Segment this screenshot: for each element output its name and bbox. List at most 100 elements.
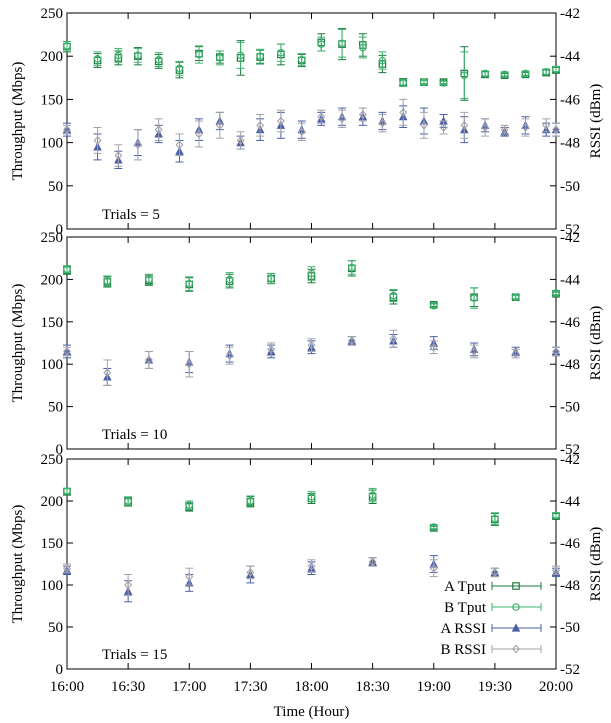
data-point xyxy=(439,79,448,87)
x-axis-label: Time (Hour) xyxy=(274,704,350,720)
chart-panel-3: 0 50 100 150 200 250 -52 -50 -48 -46 -44 -42 Through… xyxy=(10,452,604,720)
data-point xyxy=(439,123,448,132)
data-point xyxy=(491,514,499,523)
data-point xyxy=(338,39,346,48)
y-tick-label: 150 xyxy=(41,92,64,108)
data-point xyxy=(521,69,530,78)
data-point xyxy=(460,71,469,80)
y-tick-label: 250 xyxy=(41,452,64,468)
plot-frame xyxy=(66,12,557,230)
data-point xyxy=(63,42,71,50)
data-point xyxy=(185,501,194,510)
panel-annotation: Trials = 5 xyxy=(102,207,160,223)
data-point xyxy=(470,294,478,302)
data-point xyxy=(236,136,245,145)
y-axis-label: Throughput (Mbps) xyxy=(10,62,26,181)
y-tick-label: 0 xyxy=(56,222,64,238)
series-b-rssi xyxy=(63,557,560,596)
data-point xyxy=(134,51,142,60)
data-point xyxy=(185,572,194,582)
x-tick-label: 18:30 xyxy=(356,679,390,695)
data-point xyxy=(420,78,428,86)
data-point xyxy=(511,293,520,302)
y2-tick-label: -46 xyxy=(560,315,580,331)
data-point xyxy=(103,277,112,285)
data-point xyxy=(154,55,163,64)
legend-label: B RSSI xyxy=(441,642,486,658)
data-point xyxy=(317,112,326,122)
y2-tick-label: -50 xyxy=(560,620,580,636)
y2-tick-label: -48 xyxy=(560,136,580,152)
data-point xyxy=(307,340,316,350)
data-point xyxy=(246,497,255,505)
data-point xyxy=(185,359,194,369)
data-point xyxy=(552,565,560,575)
data-point xyxy=(246,567,255,577)
x-tick-label: 19:00 xyxy=(417,679,451,695)
y2-tick-label: -52 xyxy=(560,222,580,238)
data-point xyxy=(429,301,438,310)
x-tick-label: 18:00 xyxy=(294,679,328,695)
data-point xyxy=(429,563,438,573)
data-point xyxy=(225,275,234,284)
data-point xyxy=(542,67,551,76)
series-a-tput xyxy=(63,28,560,101)
data-point xyxy=(460,120,469,130)
x-tick-label: 20:00 xyxy=(539,679,573,695)
y-axis-label: Throughput (Mbps) xyxy=(10,505,26,624)
y-tick-label: 200 xyxy=(41,272,64,288)
y-tick-label: 50 xyxy=(48,179,63,195)
y-tick-label: 250 xyxy=(41,6,64,22)
data-point xyxy=(114,51,123,60)
x-tick-label: 17:00 xyxy=(172,679,206,695)
data-point xyxy=(429,523,438,531)
data-point xyxy=(552,347,560,356)
y-tick-label: 100 xyxy=(41,578,64,594)
data-point xyxy=(195,129,203,139)
data-point xyxy=(307,269,316,278)
series-b-tput xyxy=(63,28,560,100)
data-point xyxy=(256,52,264,61)
y2-tick-label: -48 xyxy=(560,357,580,373)
data-point xyxy=(368,557,377,567)
y2-tick-label: -50 xyxy=(560,179,580,195)
series-b-rssi xyxy=(63,329,560,386)
data-point xyxy=(552,289,560,297)
data-point xyxy=(145,275,153,284)
y-tick-label: 50 xyxy=(48,400,63,416)
data-point xyxy=(256,120,265,130)
data-point xyxy=(277,48,285,57)
data-point xyxy=(93,136,102,145)
data-point xyxy=(133,140,142,150)
data-point xyxy=(63,125,71,135)
data-point xyxy=(389,334,398,344)
data-point xyxy=(500,125,509,135)
y2-tick-label: -42 xyxy=(560,230,580,246)
legend-label: A RSSI xyxy=(441,621,486,637)
data-point xyxy=(552,125,560,135)
x-tick-label: 16:00 xyxy=(50,679,84,695)
y2-tick-label: -52 xyxy=(560,442,580,458)
data-point xyxy=(236,51,245,60)
y-tick-label: 50 xyxy=(48,620,63,636)
y-tick-label: 150 xyxy=(41,315,64,331)
y-axis-label: Throughput (Mbps) xyxy=(10,284,26,403)
y2-tick-label: -44 xyxy=(560,49,580,65)
data-point xyxy=(175,64,184,73)
y2-axis-label: RSSI (dBm) xyxy=(588,306,604,381)
y2-tick-label: -44 xyxy=(560,272,580,288)
data-point xyxy=(267,344,276,354)
x-tick-label: 16:30 xyxy=(111,679,145,695)
data-point xyxy=(378,118,387,128)
data-point xyxy=(348,263,356,272)
y-tick-label: 100 xyxy=(41,357,64,373)
y-tick-label: 200 xyxy=(41,494,64,510)
data-point xyxy=(195,50,203,59)
y2-tick-label: -44 xyxy=(560,494,580,510)
data-point xyxy=(481,123,490,132)
y2-axis-label: RSSI (dBm) xyxy=(588,527,604,602)
y-tick-label: 0 xyxy=(56,442,64,458)
data-point xyxy=(215,120,224,130)
x-tick-label: 17:30 xyxy=(233,679,267,695)
y-tick-label: 100 xyxy=(41,136,64,152)
